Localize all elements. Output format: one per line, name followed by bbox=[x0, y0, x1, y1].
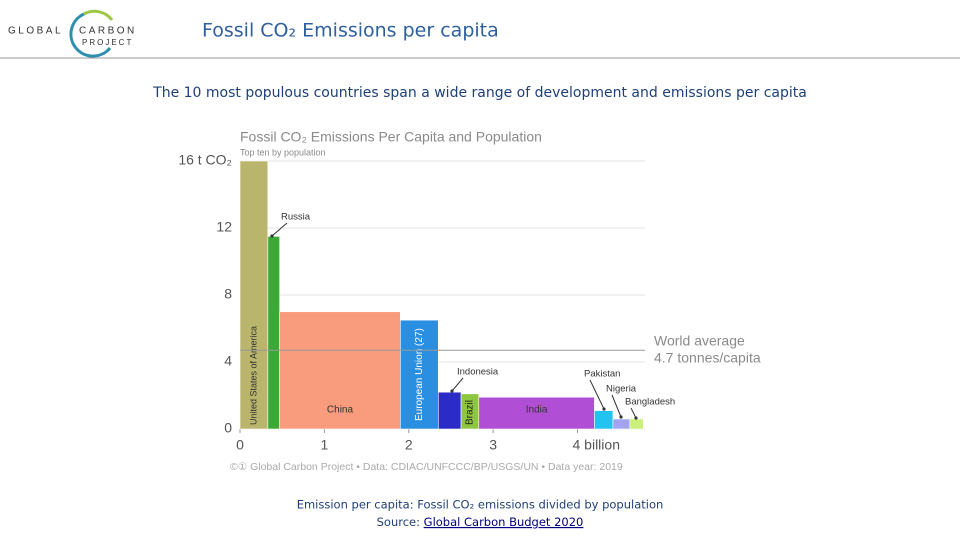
x-tick-label: 4 billion bbox=[573, 437, 620, 453]
arrow-head bbox=[619, 415, 623, 419]
bar bbox=[629, 418, 644, 430]
x-tick-label: 2 bbox=[405, 437, 413, 453]
label-arrow bbox=[611, 394, 622, 418]
bar-label: United States of America bbox=[248, 326, 258, 425]
slide-subtitle: The 10 most populous countries span a wi… bbox=[152, 85, 807, 101]
x-tick-label: 3 bbox=[489, 437, 497, 453]
bar bbox=[594, 410, 614, 430]
y-tick-label: 0 bbox=[224, 420, 232, 436]
bar-label: India bbox=[526, 405, 548, 416]
label-arrow bbox=[630, 407, 637, 419]
y-tick-label: 16 t CO₂ bbox=[178, 152, 232, 168]
arrow-head bbox=[450, 389, 454, 393]
bar-label: Pakistan bbox=[584, 369, 620, 380]
logo: GLOBAL CARBON PROJECT bbox=[8, 9, 137, 58]
slide-title: Fossil CO₂ Emissions per capita bbox=[202, 20, 499, 42]
logo-arc bbox=[83, 9, 114, 21]
y-tick-label: 12 bbox=[216, 219, 232, 235]
bar-label: China bbox=[327, 405, 354, 416]
bar bbox=[437, 391, 462, 430]
bar-label: Bangladesh bbox=[625, 397, 675, 408]
x-tick-label: 0 bbox=[236, 437, 244, 453]
bar bbox=[400, 319, 439, 430]
logo-text: GLOBAL bbox=[8, 26, 63, 37]
chart-title: Fossil CO₂ Emissions Per Capita and Popu… bbox=[240, 129, 542, 145]
chart-subtitle: Top ten by population bbox=[240, 147, 326, 157]
bar-label: European Union (27) bbox=[414, 328, 425, 421]
bar bbox=[267, 236, 280, 430]
footer-source: Source: Global Carbon Budget 2020 bbox=[377, 515, 584, 529]
label-arrow bbox=[589, 379, 605, 410]
logo-text: CARBON bbox=[79, 26, 137, 37]
arrow-head bbox=[634, 416, 638, 420]
bar bbox=[279, 311, 401, 430]
bar bbox=[612, 418, 631, 430]
source-prefix: Source: bbox=[377, 515, 424, 529]
bar bbox=[239, 160, 269, 430]
logo-text: PROJECT bbox=[82, 38, 133, 47]
logo-arc bbox=[69, 12, 112, 58]
label-arrow bbox=[271, 222, 288, 237]
x-tick-label: 1 bbox=[320, 437, 328, 453]
chart-credit: ©① Global Carbon Project • Data: CDIAC/U… bbox=[230, 461, 623, 473]
reference-label: 4.7 tonnes/capita bbox=[654, 350, 761, 366]
arrow-head bbox=[270, 234, 274, 238]
label-arrow bbox=[451, 377, 464, 392]
arrow-head bbox=[602, 407, 606, 411]
y-tick-label: 8 bbox=[224, 286, 232, 302]
bar-label: Nigeria bbox=[606, 384, 637, 395]
footer-note: Emission per capita: Fossil CO₂ emission… bbox=[297, 498, 664, 512]
bar-label: Brazil bbox=[465, 400, 476, 425]
reference-label: World average bbox=[654, 333, 745, 349]
bar-label: Russia bbox=[281, 212, 311, 223]
y-tick-label: 4 bbox=[224, 353, 232, 369]
bar bbox=[478, 396, 595, 430]
source-link[interactable]: Global Carbon Budget 2020 bbox=[424, 515, 584, 529]
bar-label: Indonesia bbox=[457, 367, 499, 378]
